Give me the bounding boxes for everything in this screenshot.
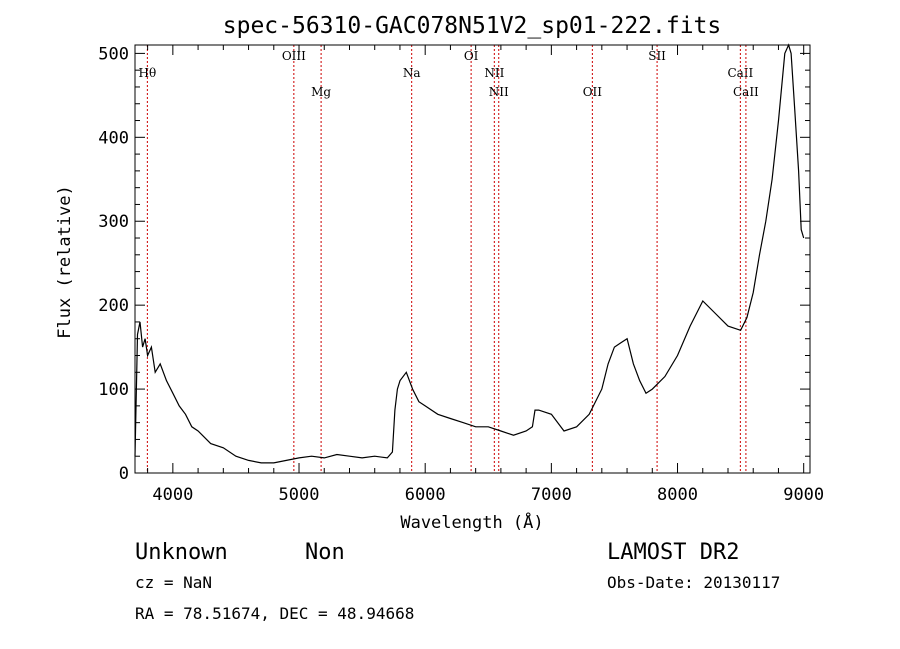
line-marker-label: OIII — [282, 49, 306, 63]
y-tick-label: 500 — [98, 44, 129, 64]
line-marker-label: CaII — [727, 66, 753, 80]
y-tick-label: 200 — [98, 296, 129, 316]
object-class: Unknown — [135, 540, 228, 565]
line-marker-label: NII — [484, 66, 504, 80]
line-marker-label: Hθ — [139, 66, 157, 80]
x-tick-label: 6000 — [405, 485, 446, 505]
x-tick-label: 7000 — [531, 485, 572, 505]
y-tick-label: 400 — [98, 128, 129, 148]
x-tick-label: 5000 — [279, 485, 320, 505]
line-marker-label: SII — [648, 49, 666, 63]
y-axis: 0 100 200 300 400 500 — [98, 44, 810, 484]
line-marker-label: OI — [464, 49, 479, 63]
x-tick-label: 8000 — [657, 485, 698, 505]
line-marker-label: NII — [489, 85, 509, 99]
plot-frame — [134, 44, 811, 474]
x-axis: 4000 5000 6000 7000 8000 9000 — [147, 45, 824, 505]
chart-title: spec-56310-GAC078N51V2_sp01-222.fits — [223, 13, 722, 39]
y-tick-label: 100 — [98, 380, 129, 400]
y-tick-label: 300 — [98, 212, 129, 232]
coordinates: RA = 78.51674, DEC = 48.94668 — [135, 604, 414, 623]
x-tick-label: 4000 — [152, 485, 193, 505]
x-tick-label: 9000 — [783, 485, 824, 505]
x-axis-label: Wavelength (Å) — [400, 511, 543, 533]
obs-date: Obs-Date: 20130117 — [607, 573, 780, 592]
line-marker-label: Na — [403, 66, 421, 80]
line-marker-label: CaII — [733, 85, 759, 99]
y-axis-label: Flux (relative) — [55, 185, 75, 339]
line-markers: Hθ OIII Mg Na OI NII NII OII SII CaII CaII — [139, 45, 759, 473]
redshift: cz = NaN — [135, 573, 212, 592]
survey-name: LAMOST DR2 — [607, 540, 739, 565]
object-subclass: Non — [305, 540, 345, 565]
spectrum-line — [134, 43, 805, 464]
line-marker-label: Mg — [311, 85, 331, 99]
y-tick-label: 0 — [119, 464, 129, 484]
line-marker-label: OII — [583, 85, 603, 99]
